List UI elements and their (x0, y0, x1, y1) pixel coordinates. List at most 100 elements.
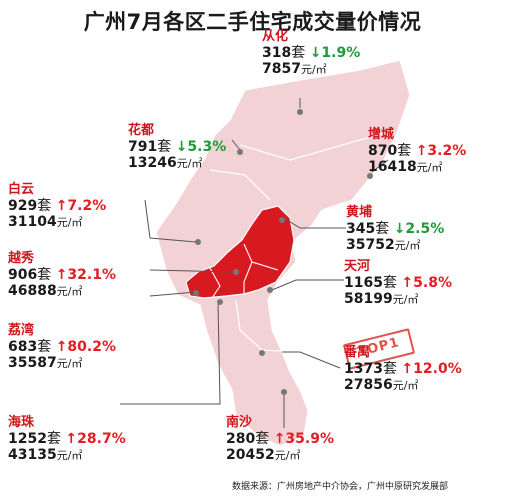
volume-unit: 套 (157, 138, 172, 155)
district-label-baiyun: 白云 929套 ↑7.2% 31104元/㎡ (8, 182, 106, 230)
location-dot (279, 217, 285, 223)
location-dot (297, 109, 303, 115)
district-label-conghua: 从化 318套 ↓1.9% 7857元/㎡ (262, 29, 360, 78)
district-change: 28.7% (77, 430, 126, 447)
district-label-liwan: 荔湾 683套 ↑80.2% 35587元/㎡ (8, 323, 116, 372)
district-change: 3.2% (427, 142, 467, 159)
location-dot (367, 173, 373, 179)
district-label-huadu: 花都 791套 ↓5.3% 13246元/㎡ (128, 123, 226, 171)
volume-unit: 套 (375, 220, 390, 237)
district-price-line: 27856元/㎡ (344, 377, 462, 393)
district-price-line: 31104元/㎡ (8, 214, 106, 230)
district-price: 43135 (8, 447, 57, 464)
volume-unit: 套 (255, 430, 270, 447)
district-price-line: 20452元/㎡ (226, 447, 334, 463)
district-volume: 929 (8, 197, 38, 214)
district-volume: 1373 (344, 360, 383, 377)
district-name: 黄埔 (346, 205, 373, 220)
district-name: 荔湾 (8, 323, 35, 338)
location-dots (193, 109, 373, 395)
district-volume: 345 (346, 220, 376, 237)
district-price: 13246 (128, 155, 177, 172)
district-price: 7857 (262, 61, 301, 78)
district-volume-line: 1252套 ↑28.7% (8, 431, 126, 447)
down-arrow-icon: ↓ (393, 220, 406, 237)
down-arrow-icon: ↓ (309, 44, 322, 61)
district-label-haizhu: 海珠 1252套 ↑28.7% 43135元/㎡ (8, 415, 126, 464)
district-change: 1.9% (321, 44, 361, 61)
district-price: 35587 (8, 355, 57, 372)
district-price-line: 13246元/㎡ (128, 155, 226, 171)
district-label-zengcheng: 增城 870套 ↑3.2% 16418元/㎡ (368, 127, 466, 175)
price-unit: 元/㎡ (416, 161, 443, 175)
core-borders (209, 243, 279, 299)
district-name: 海珠 (8, 415, 35, 430)
volume-unit: 套 (37, 266, 52, 283)
district-volume: 318 (262, 44, 292, 61)
district-change: 80.2% (67, 338, 116, 355)
down-arrow-icon: ↓ (175, 138, 188, 155)
district-label-tianhe: 天河 1165套 ↑5.8% 58199元/㎡ (344, 259, 452, 307)
district-price: 35752 (346, 237, 395, 254)
district-price: 31104 (8, 214, 57, 231)
location-dot (281, 389, 287, 395)
district-price-line: 35752元/㎡ (346, 237, 444, 253)
district-price-line: 16418元/㎡ (368, 159, 466, 175)
district-name: 番禺 (344, 345, 371, 360)
data-source-note: 数据来源：广州房地产中介协会，广州中原研究发展部 (232, 482, 449, 492)
district-name: 越秀 (8, 251, 35, 266)
district-volume-line: 318套 ↓1.9% (262, 45, 360, 61)
district-change: 32.1% (67, 266, 116, 283)
district-volume: 870 (368, 142, 398, 159)
volume-unit: 套 (37, 197, 52, 214)
up-arrow-icon: ↑ (401, 274, 414, 291)
district-price: 20452 (226, 447, 275, 464)
district-price: 46888 (8, 283, 57, 300)
district-volume-line: 929套 ↑7.2% (8, 198, 106, 214)
district-volume-line: 683套 ↑80.2% (8, 339, 116, 355)
volume-unit: 套 (291, 44, 306, 61)
district-volume: 906 (8, 266, 38, 283)
price-unit: 元/㎡ (56, 285, 83, 299)
price-unit: 元/㎡ (176, 157, 203, 171)
district-name: 花都 (128, 123, 155, 138)
district-label-nansha: 南沙 280套 ↑35.9% 20452元/㎡ (226, 415, 334, 463)
district-volume-line: 345套 ↓2.5% (346, 221, 444, 237)
location-dot (217, 299, 223, 305)
district-volume-line: 1373套 ↑12.0% (344, 361, 462, 377)
district-name: 从化 (262, 29, 289, 44)
district-change: 7.2% (67, 197, 107, 214)
district-label-panyu: 番禺 1373套 ↑12.0% 27856元/㎡ (344, 345, 462, 393)
district-name: 天河 (344, 259, 371, 274)
district-name: 白云 (8, 182, 35, 197)
location-dot (267, 287, 273, 293)
volume-unit: 套 (382, 274, 397, 291)
district-volume-line: 870套 ↑3.2% (368, 143, 466, 159)
district-price-line: 46888元/㎡ (8, 283, 116, 299)
location-dot (233, 269, 239, 275)
district-change: 2.5% (405, 220, 445, 237)
district-volume: 791 (128, 138, 158, 155)
price-unit: 元/㎡ (392, 379, 419, 393)
district-volume: 280 (226, 430, 256, 447)
district-change: 5.8% (413, 274, 452, 291)
price-unit: 元/㎡ (300, 63, 327, 77)
district-volume-line: 280套 ↑35.9% (226, 431, 334, 447)
up-arrow-icon: ↑ (65, 430, 78, 447)
up-arrow-icon: ↑ (415, 142, 428, 159)
up-arrow-icon: ↑ (55, 197, 68, 214)
up-arrow-icon: ↑ (273, 430, 286, 447)
map-core-region (185, 205, 295, 299)
price-unit: 元/㎡ (56, 449, 83, 463)
district-change: 35.9% (285, 430, 334, 447)
price-unit: 元/㎡ (392, 293, 419, 307)
district-volume-line: 791套 ↓5.3% (128, 139, 226, 155)
location-dot (193, 290, 199, 296)
price-unit: 元/㎡ (394, 239, 421, 253)
up-arrow-icon: ↑ (55, 338, 68, 355)
district-volume: 683 (8, 338, 38, 355)
volume-unit: 套 (397, 142, 412, 159)
location-dot (259, 350, 265, 356)
district-label-yuexiu: 越秀 906套 ↑32.1% 46888元/㎡ (8, 251, 116, 299)
